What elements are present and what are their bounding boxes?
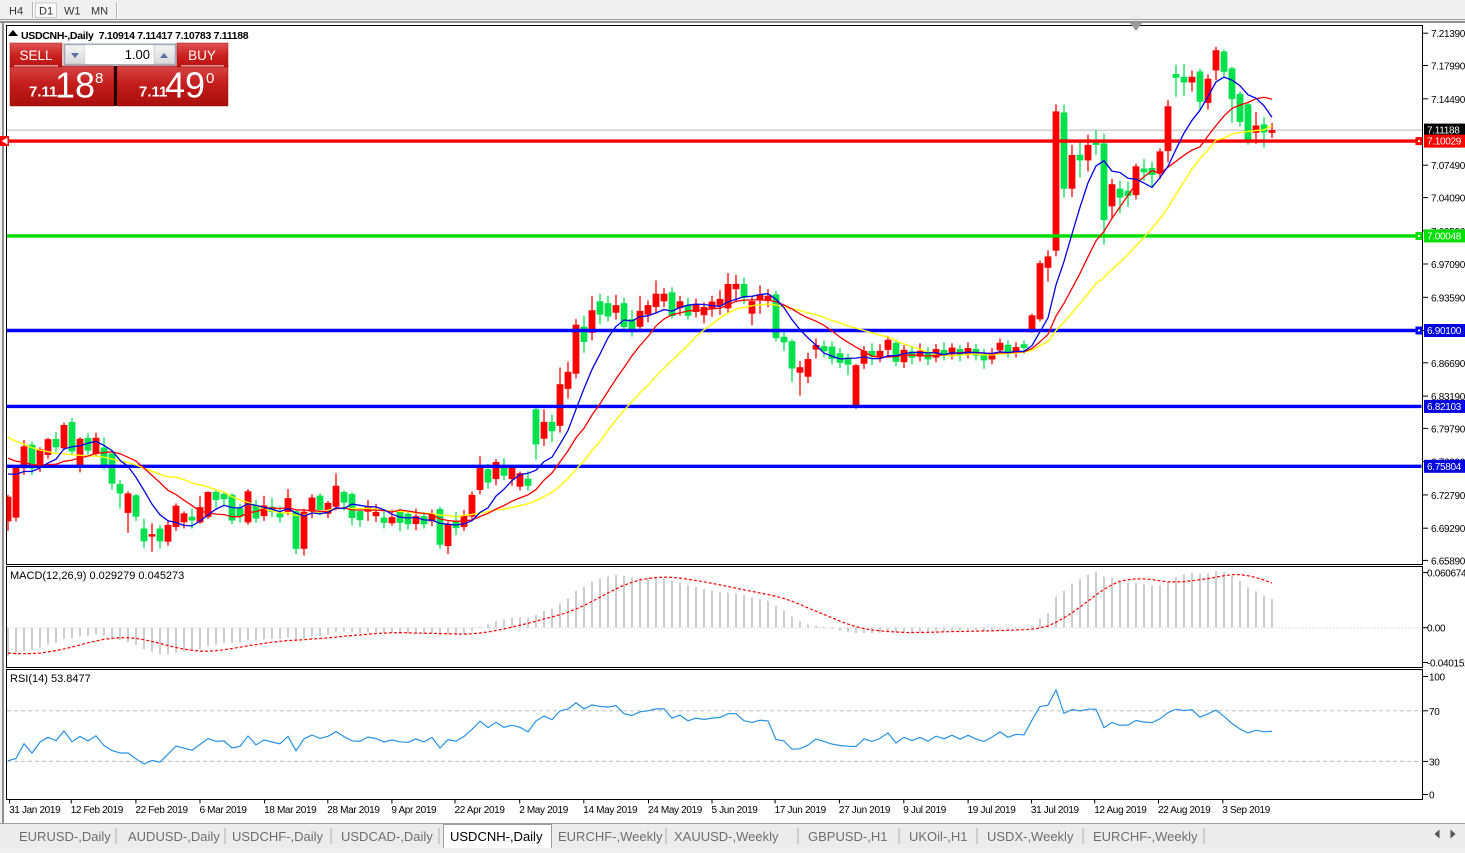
svg-text:9 Apr 2019: 9 Apr 2019 <box>391 805 437 816</box>
svg-text:XAUUSD-,Weekly: XAUUSD-,Weekly <box>674 829 779 844</box>
svg-text:18 Mar 2019: 18 Mar 2019 <box>264 805 317 816</box>
svg-text:30: 30 <box>1429 757 1440 768</box>
svg-text:0: 0 <box>206 70 214 87</box>
svg-text:24 May 2019: 24 May 2019 <box>648 805 703 816</box>
svg-text:19 Jul 2019: 19 Jul 2019 <box>968 805 1017 816</box>
svg-text:USDCNH-,Daily: USDCNH-,Daily <box>450 829 543 844</box>
svg-text:14 May 2019: 14 May 2019 <box>583 805 638 816</box>
svg-text:6.65890: 6.65890 <box>1431 556 1465 567</box>
svg-text:7.04090: 7.04090 <box>1431 194 1465 205</box>
svg-text:6.82103: 6.82103 <box>1427 402 1462 413</box>
svg-text:17 Jun 2019: 17 Jun 2019 <box>775 805 827 816</box>
svg-text:RSI(14) 53.8477: RSI(14) 53.8477 <box>10 673 91 685</box>
svg-text:49: 49 <box>165 65 205 106</box>
svg-text:-0.040152: -0.040152 <box>1427 659 1465 670</box>
svg-text:USDCAD-,Daily: USDCAD-,Daily <box>341 829 433 844</box>
svg-text:12 Feb 2019: 12 Feb 2019 <box>71 805 124 816</box>
svg-text:7.17990: 7.17990 <box>1431 62 1465 73</box>
svg-text:8: 8 <box>95 70 103 87</box>
svg-text:7.11: 7.11 <box>139 84 167 101</box>
svg-text:6.93590: 6.93590 <box>1431 293 1465 304</box>
svg-text:EURCHF-,Weekly: EURCHF-,Weekly <box>1093 829 1198 844</box>
svg-text:22 Aug 2019: 22 Aug 2019 <box>1158 805 1211 816</box>
svg-text:H4: H4 <box>9 6 23 18</box>
svg-text:5 Jun 2019: 5 Jun 2019 <box>712 805 759 816</box>
svg-text:6.90100: 6.90100 <box>1427 326 1462 337</box>
svg-text:USDCNH-,Daily 7.10914 7.11417: USDCNH-,Daily 7.10914 7.11417 7.10783 7.… <box>21 30 249 42</box>
svg-text:70: 70 <box>1429 707 1440 718</box>
svg-text:2 May 2019: 2 May 2019 <box>519 805 569 816</box>
svg-text:7.21390: 7.21390 <box>1431 29 1465 40</box>
svg-text:100: 100 <box>1429 673 1446 684</box>
svg-text:MACD(12,26,9) 0.029279 0.04527: MACD(12,26,9) 0.029279 0.045273 <box>10 570 184 582</box>
svg-text:6.75804: 6.75804 <box>1427 462 1462 473</box>
svg-text:12 Aug 2019: 12 Aug 2019 <box>1094 805 1147 816</box>
svg-text:7.00048: 7.00048 <box>1427 231 1462 242</box>
svg-text:MN: MN <box>91 6 108 18</box>
svg-text:22 Apr 2019: 22 Apr 2019 <box>455 805 506 816</box>
svg-text:EURUSD-,Daily: EURUSD-,Daily <box>19 829 111 844</box>
svg-text:0.00: 0.00 <box>1427 624 1446 635</box>
svg-text:6 Mar 2019: 6 Mar 2019 <box>200 805 248 816</box>
svg-text:6.79790: 6.79790 <box>1431 424 1465 435</box>
svg-text:1.00: 1.00 <box>125 47 150 62</box>
svg-text:6.83190: 6.83190 <box>1431 392 1465 403</box>
svg-text:USDCHF-,Daily: USDCHF-,Daily <box>232 829 324 844</box>
svg-text:0: 0 <box>1429 791 1435 802</box>
svg-text:EURCHF-,Weekly: EURCHF-,Weekly <box>558 829 663 844</box>
svg-text:31 Jan 2019: 31 Jan 2019 <box>9 805 61 816</box>
svg-text:7.14490: 7.14490 <box>1431 95 1465 106</box>
svg-text:27 Jun 2019: 27 Jun 2019 <box>839 805 891 816</box>
svg-text:18: 18 <box>55 65 95 106</box>
svg-text:6.86690: 6.86690 <box>1431 359 1465 370</box>
svg-text:BUY: BUY <box>188 48 216 63</box>
svg-text:7.11188: 7.11188 <box>1427 126 1460 137</box>
svg-text:7.11: 7.11 <box>29 84 57 101</box>
svg-text:7.10029: 7.10029 <box>1427 137 1462 148</box>
svg-text:28 Mar 2019: 28 Mar 2019 <box>327 805 380 816</box>
svg-text:9 Jul 2019: 9 Jul 2019 <box>903 805 946 816</box>
svg-text:6.72790: 6.72790 <box>1431 491 1465 502</box>
svg-text:3 Sep 2019: 3 Sep 2019 <box>1222 805 1270 816</box>
svg-text:7.07490: 7.07490 <box>1431 161 1465 172</box>
svg-text:0.060674: 0.060674 <box>1427 569 1465 580</box>
svg-text:6.69290: 6.69290 <box>1431 524 1465 535</box>
svg-text:UKOil-,H1: UKOil-,H1 <box>909 829 968 844</box>
svg-text:USDX-,Weekly: USDX-,Weekly <box>987 829 1074 844</box>
svg-text:D1: D1 <box>39 6 53 18</box>
svg-text:AUDUSD-,Daily: AUDUSD-,Daily <box>128 829 220 844</box>
svg-text:31 Jul 2019: 31 Jul 2019 <box>1031 805 1080 816</box>
svg-text:22 Feb 2019: 22 Feb 2019 <box>135 805 188 816</box>
svg-text:SELL: SELL <box>19 48 53 63</box>
svg-text:GBPUSD-,H1: GBPUSD-,H1 <box>808 829 887 844</box>
svg-text:W1: W1 <box>64 6 81 18</box>
svg-text:6.97090: 6.97090 <box>1431 260 1465 271</box>
